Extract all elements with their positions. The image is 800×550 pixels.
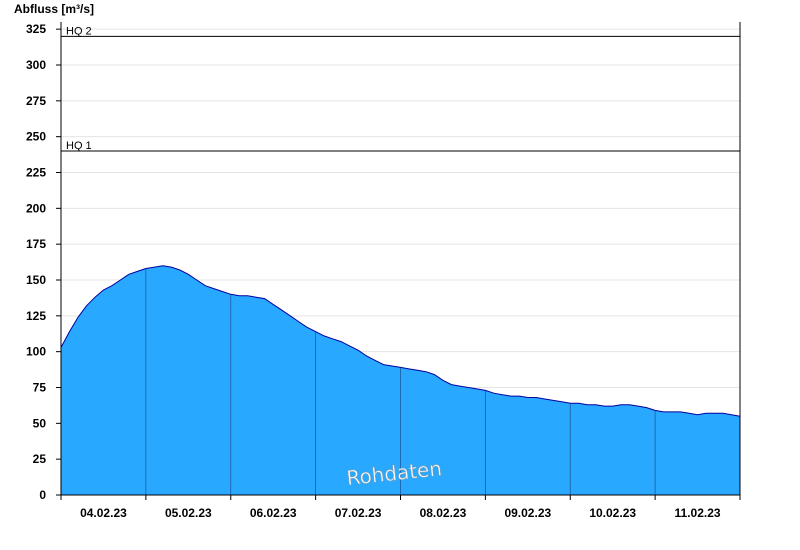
y-tick-labels: 0 25 50 75 100 125 150 175 200 225 250 275 300 325 xyxy=(26,22,61,502)
discharge-line xyxy=(60,265,741,417)
x-tick-label: 04.02.23 xyxy=(80,506,127,520)
day-divider-lines xyxy=(145,268,656,495)
x-tick-label: 10.02.23 xyxy=(589,506,636,520)
y-tick-label: 150 xyxy=(26,273,46,287)
y-tick-label: 175 xyxy=(26,237,46,251)
y-tick-label: 125 xyxy=(26,309,46,323)
y-tick-label: 100 xyxy=(26,345,46,359)
x-tick-label: 11.02.23 xyxy=(675,506,721,520)
x-tick-label: 05.02.23 xyxy=(165,506,212,520)
threshold-lines: HQ 1 HQ 2 xyxy=(61,25,740,152)
y-tick-label: 300 xyxy=(26,58,46,72)
y-tick-label: 75 xyxy=(33,381,47,395)
x-tick-label: 06.02.23 xyxy=(250,506,297,520)
y-tick-label: 0 xyxy=(39,488,46,502)
y-tick-label: 225 xyxy=(26,166,46,180)
threshold-label: HQ 1 xyxy=(66,140,92,152)
y-tick-label: 200 xyxy=(26,201,46,215)
x-tick-labels: 04.02.23 05.02.23 06.02.23 07.02.23 08.02.23… xyxy=(60,495,741,520)
x-tick-label: 07.02.23 xyxy=(335,506,382,520)
x-tick-label: 08.02.23 xyxy=(420,506,467,520)
y-tick-label: 275 xyxy=(26,94,46,108)
x-tick-label: 09.02.23 xyxy=(504,506,551,520)
y-tick-label: 25 xyxy=(33,452,47,466)
y-axis-label: Abfluss [m³/s] xyxy=(14,2,94,16)
y-tick-label: 50 xyxy=(33,416,47,430)
y-tick-label: 250 xyxy=(26,130,46,144)
y-tick-label: 325 xyxy=(26,22,46,36)
threshold-label: HQ 2 xyxy=(66,25,92,37)
